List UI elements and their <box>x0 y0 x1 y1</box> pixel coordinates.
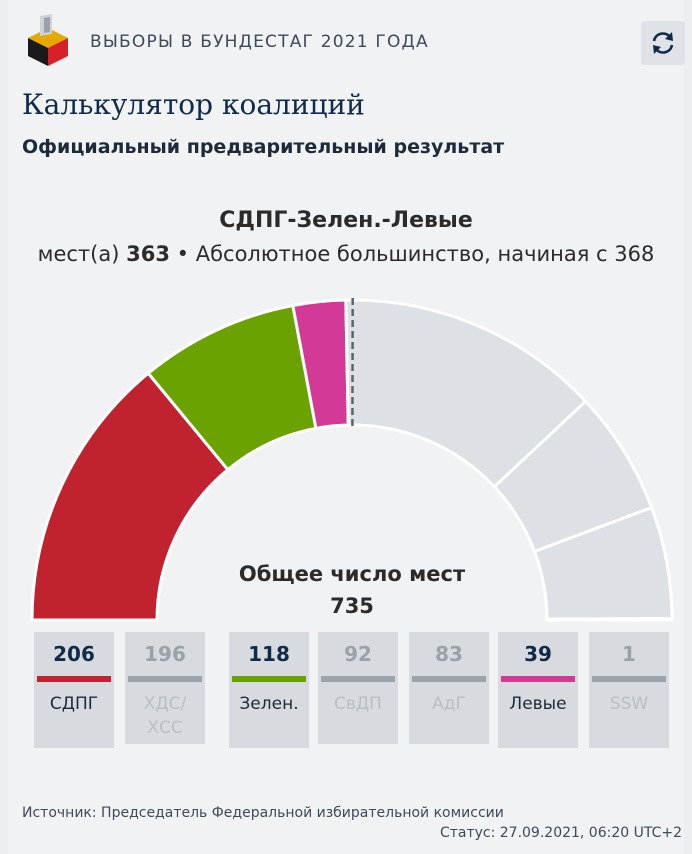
majority-text: Абсолютное большинство, начиная с 368 <box>195 242 655 266</box>
party-name: АдГ <box>432 694 466 714</box>
party-name: Левые <box>509 694 567 714</box>
election-header-title: ВЫБОРЫ В БУНДЕСТАГ 2021 ГОДА <box>90 32 429 52</box>
seat-chart <box>30 297 674 622</box>
party-seats: 1 <box>622 642 636 666</box>
page-subtitle: Официальный предварительный результат <box>22 136 505 158</box>
coalition-info: мест(а) 363 • Абсолютное большинство, на… <box>0 242 692 266</box>
party-name: СДПГ <box>49 694 99 714</box>
party-color-bar <box>501 676 575 682</box>
seats-prefix: мест(а) <box>37 242 120 266</box>
refresh-button[interactable] <box>641 21 685 65</box>
party-tile[interactable]: 83 АдГ <box>409 632 489 744</box>
seat-segment <box>545 617 674 622</box>
party-seats: 118 <box>248 642 290 666</box>
party-tile[interactable]: 196 ХДС/ХСС <box>125 632 205 744</box>
party-color-bar <box>412 676 486 682</box>
party-color-bar <box>232 676 306 682</box>
party-tile[interactable]: 92 СвДП <box>318 632 398 744</box>
party-tile[interactable]: 39 Левые <box>498 632 578 748</box>
party-tile[interactable]: 1 SSW <box>589 632 669 748</box>
party-color-bar <box>592 676 666 682</box>
total-seats-value: 735 <box>330 594 374 618</box>
party-seats: 39 <box>524 642 552 666</box>
page-title: Калькулятор коалиций <box>22 88 365 121</box>
status-text: Статус: 27.09.2021, 06:20 UTC+2 <box>439 825 682 841</box>
party-seats: 196 <box>144 642 186 666</box>
total-seats-label: Общее число мест <box>238 562 466 586</box>
coalition-seats: 363 <box>126 242 170 266</box>
party-seats: 83 <box>435 642 463 666</box>
ballot-box-icon <box>28 14 68 66</box>
party-seats: 206 <box>53 642 95 666</box>
party-seats: 92 <box>344 642 372 666</box>
refresh-icon <box>652 32 674 54</box>
party-tile[interactable]: 206 СДПГ <box>34 632 114 748</box>
party-color-bar <box>128 676 202 682</box>
party-color-bar <box>37 676 111 682</box>
party-name: Зелен. <box>239 694 299 714</box>
party-name: SSW <box>609 694 649 714</box>
party-tile[interactable]: 118 Зелен. <box>229 632 309 748</box>
separator: • <box>176 242 190 266</box>
party-color-bar <box>321 676 395 682</box>
source-text: Источник: Председатель Федеральной избир… <box>22 805 504 821</box>
party-name: ХДС/ХСС <box>143 694 187 738</box>
coalition-name: СДПГ-Зелен.-Левые <box>219 208 473 233</box>
party-name: СвДП <box>334 694 382 714</box>
